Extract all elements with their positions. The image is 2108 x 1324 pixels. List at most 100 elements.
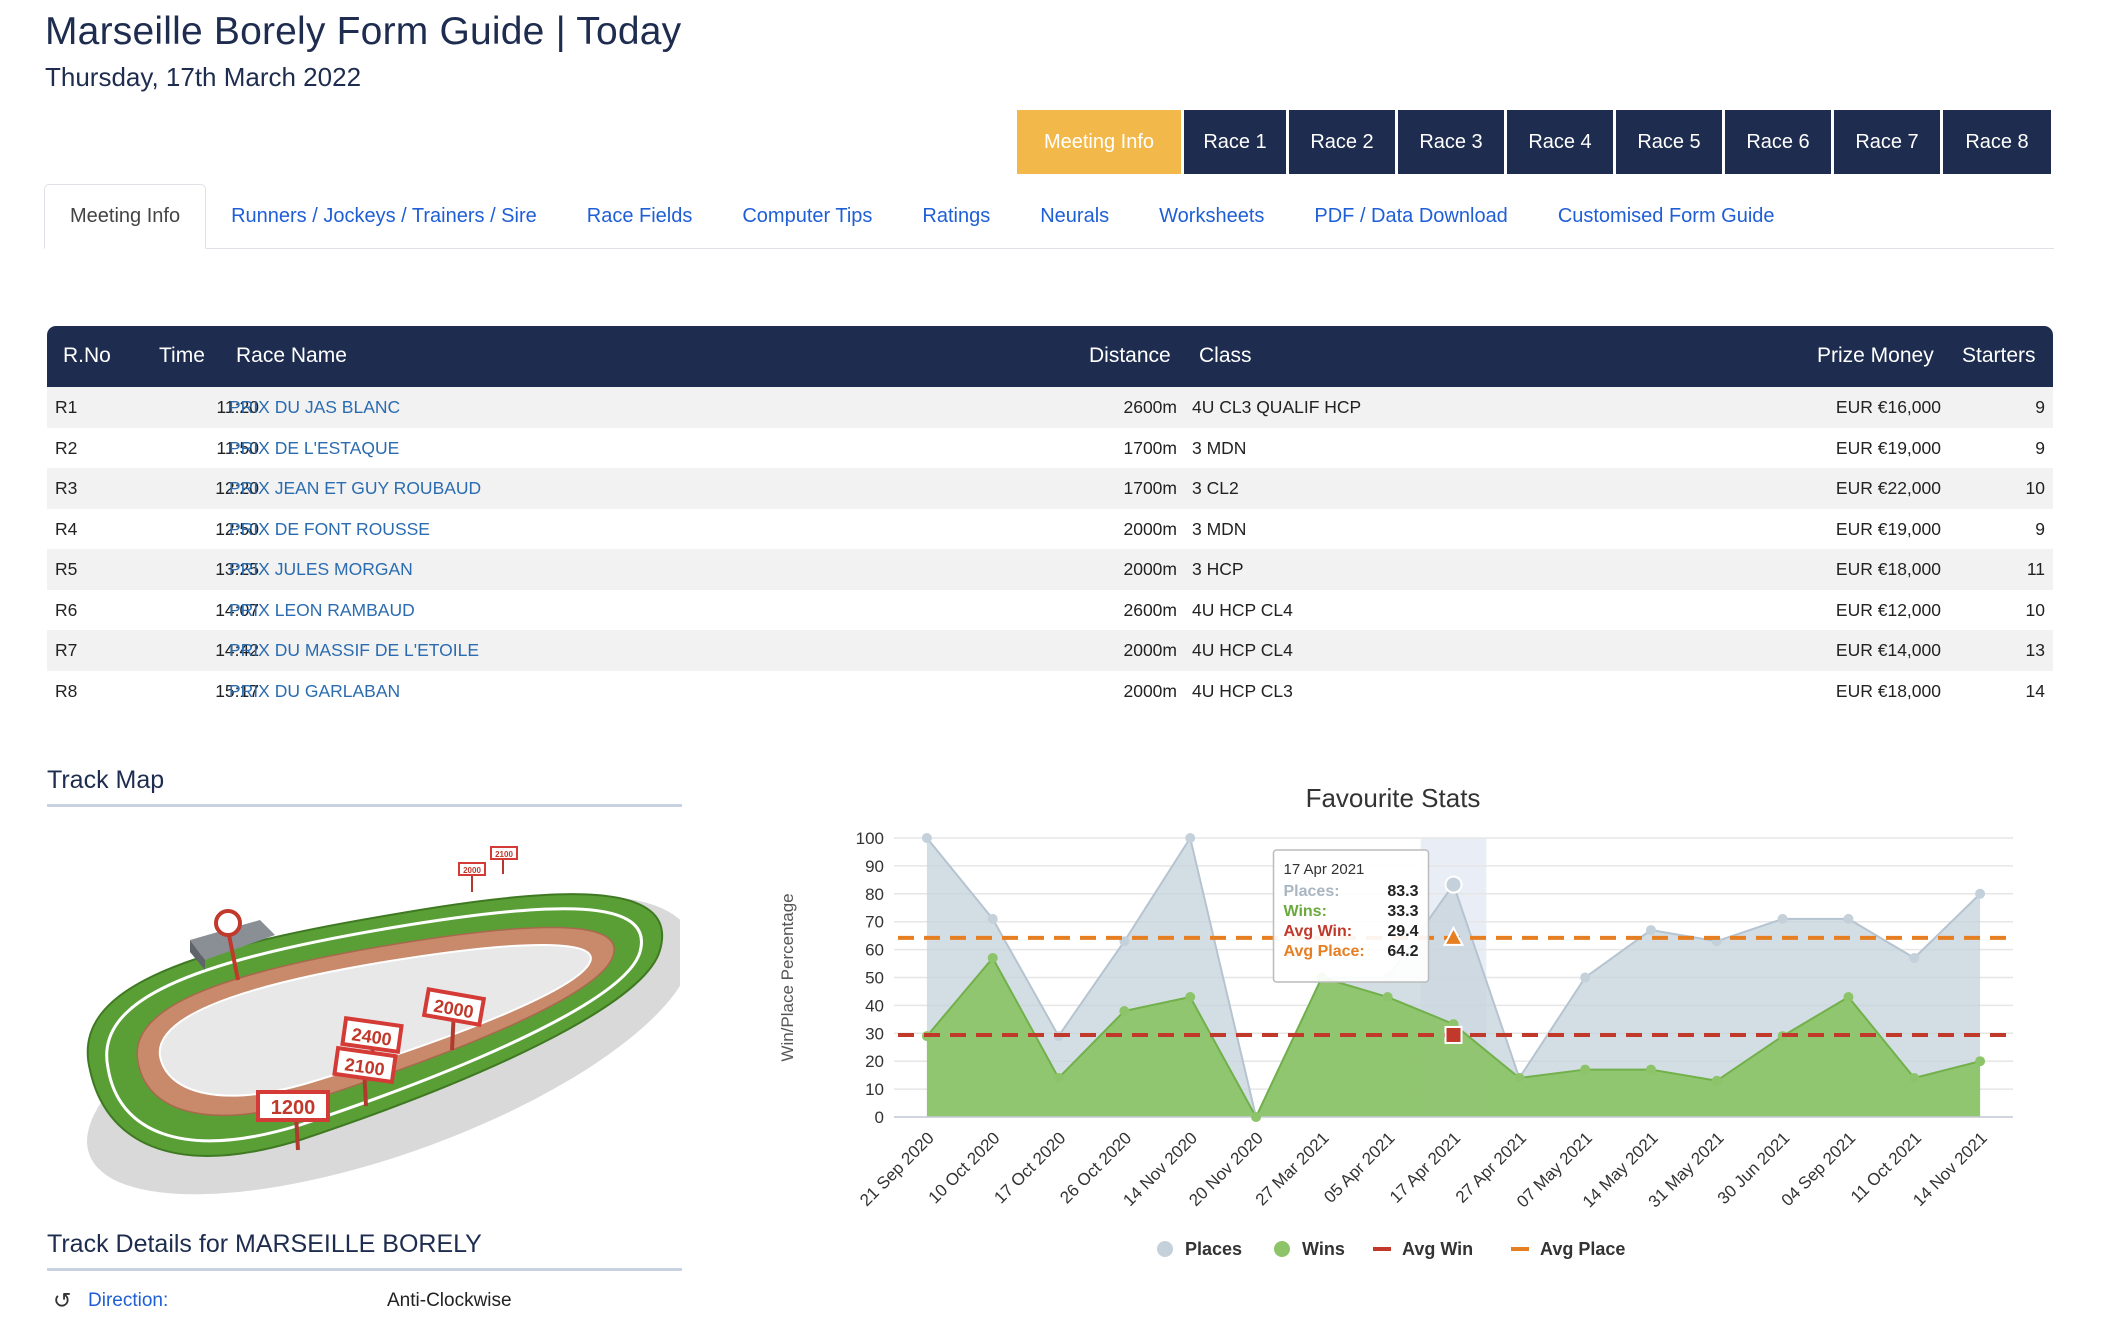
- race-tab-2[interactable]: Race 2: [1289, 110, 1395, 174]
- places-point: [1580, 972, 1591, 983]
- y-tick-label: 40: [865, 996, 884, 1015]
- chart-title: Favourite Stats: [1306, 783, 1481, 813]
- col-header-rno[interactable]: R.No: [63, 344, 111, 367]
- tab-race-fields[interactable]: Race Fields: [586, 204, 693, 227]
- sign-2000-far: 2000: [458, 862, 486, 892]
- wins-point: [1382, 992, 1393, 1003]
- cell-rno: R5: [55, 559, 78, 579]
- tab-pdf-data-download[interactable]: PDF / Data Download: [1314, 204, 1508, 227]
- cell-race-name[interactable]: PRIX JULES MORGAN: [229, 559, 413, 579]
- table-row: R1 11:20 PRIX DU JAS BLANC 2600m 4U CL3 QUAL…: [47, 387, 2053, 428]
- wins-point: [1975, 1056, 1986, 1067]
- legend-wins-label[interactable]: Wins: [1302, 1239, 1345, 1259]
- race-tab-6[interactable]: Race 6: [1725, 110, 1831, 174]
- y-tick-label: 0: [875, 1108, 884, 1127]
- tooltip-places-label: Places:: [1284, 883, 1340, 900]
- tab-computer-tips[interactable]: Computer Tips: [742, 204, 873, 227]
- col-header-race-name[interactable]: Race Name: [236, 344, 347, 367]
- track-details-divider: [47, 1268, 682, 1271]
- cell-time: 12:50: [215, 518, 259, 539]
- svg-text:2100: 2100: [495, 850, 513, 859]
- cell-time: 13:25: [215, 559, 259, 579]
- avg-win-marker: [1444, 1025, 1463, 1044]
- col-header-distance[interactable]: Distance: [1089, 344, 1171, 367]
- direction-label: Direction:: [88, 1290, 169, 1311]
- cell-time: 15:17: [215, 680, 259, 701]
- cell-starters: 14: [2025, 680, 2045, 701]
- cell-race-name[interactable]: PRIX JEAN ET GUY ROUBAUD: [229, 478, 482, 498]
- tooltip-avg-win-value: 29.4: [1387, 923, 1418, 940]
- cell-starters: 11: [2026, 559, 2045, 579]
- tab-worksheets[interactable]: Worksheets: [1159, 204, 1265, 227]
- cell-prize-money: EUR €12,000: [1835, 599, 1941, 620]
- col-header-time[interactable]: Time: [159, 344, 205, 367]
- cell-prize-money: EUR €19,000: [1835, 518, 1941, 539]
- avg-place-marker: [1442, 925, 1465, 946]
- legend-places-label[interactable]: Places: [1185, 1239, 1242, 1259]
- tooltip-wins-value: 33.3: [1387, 903, 1418, 920]
- wins-point: [1580, 1064, 1591, 1075]
- sign-1200: 1200: [256, 1090, 330, 1151]
- tooltip-wins-label: Wins:: [1284, 903, 1327, 920]
- track-map-image: 1200 2400 2100 2000 2000 2100: [86, 846, 680, 1195]
- table-row: R7 14:42 PRIX DU MASSIF DE L'ETOILE 2000m 4U…: [47, 630, 2053, 671]
- legend-avg-win-label[interactable]: Avg Win: [1402, 1239, 1473, 1259]
- wins-point: [1711, 1075, 1722, 1086]
- cell-distance: 2000m: [1123, 518, 1177, 539]
- legend-wins-marker: [1274, 1241, 1290, 1257]
- table-row: R5 13:25 PRIX JULES MORGAN 2000m 3 HCP EUR €1…: [47, 549, 2053, 590]
- race-tab-8[interactable]: Race 8: [1943, 110, 2051, 174]
- cell-class: 4U HCP CL4: [1192, 599, 1293, 620]
- track-map-divider: [47, 804, 682, 807]
- table-row: R4 12:50 PRIX DE FONT ROUSSE 2000m 3 MDN EUR …: [47, 509, 2053, 550]
- places-point: [987, 913, 998, 924]
- cell-distance: 1700m: [1123, 437, 1177, 458]
- legend-avg-place-label[interactable]: Avg Place: [1540, 1239, 1625, 1259]
- cell-prize-money: EUR €19,000: [1835, 437, 1941, 458]
- wins-point: [1053, 1072, 1064, 1083]
- cell-rno: R2: [55, 437, 78, 458]
- wins-point: [1185, 992, 1196, 1003]
- table-row: R6 14:07 PRIX LEON RAMBAUD 2600m 4U HCP CL4 E…: [47, 590, 2053, 631]
- cell-race-name[interactable]: PRIX DU JAS BLANC: [229, 397, 401, 417]
- cell-race-name[interactable]: PRIX DE L'ESTAQUE: [229, 437, 400, 458]
- col-header-prize-money[interactable]: Prize Money: [1817, 344, 1934, 367]
- cell-race-name[interactable]: PRIX DU MASSIF DE L'ETOILE: [229, 640, 480, 660]
- page-title: Marseille Borely Form Guide | Today: [45, 10, 682, 53]
- race-tab-1[interactable]: Race 1: [1184, 110, 1286, 174]
- tab-runners-jockeys-trainers-sire[interactable]: Runners / Jockeys / Trainers / Sire: [231, 204, 537, 227]
- y-tick-label: 10: [865, 1080, 884, 1099]
- wins-point: [987, 952, 998, 963]
- race-tab-meeting-info[interactable]: Meeting Info: [1017, 110, 1181, 174]
- cell-prize-money: EUR €18,000: [1835, 559, 1941, 579]
- cell-time: 14:07: [215, 599, 259, 620]
- y-tick-label: 90: [865, 857, 884, 876]
- race-tab-5[interactable]: Race 5: [1616, 110, 1722, 174]
- y-tick-label: 70: [865, 913, 884, 932]
- wins-point: [1909, 1072, 1920, 1083]
- track-map-heading: Track Map: [47, 766, 165, 794]
- places-point: [921, 833, 932, 843]
- col-header-starters[interactable]: Starters: [1962, 344, 2036, 367]
- tab-neurals[interactable]: Neurals: [1040, 204, 1110, 227]
- tooltip-places-value: 83.3: [1387, 883, 1418, 900]
- cell-time: 11:50: [216, 437, 260, 458]
- cell-time: 14:42: [215, 640, 259, 660]
- race-tab-4[interactable]: Race 4: [1507, 110, 1613, 174]
- cell-race-name[interactable]: PRIX LEON RAMBAUD: [229, 599, 415, 620]
- places-point: [1444, 875, 1463, 894]
- cell-starters: 9: [2035, 437, 2045, 458]
- cell-distance: 2000m: [1123, 680, 1177, 701]
- col-header-class[interactable]: Class: [1199, 344, 1252, 367]
- tab-meeting-info[interactable]: Meeting Info: [44, 184, 207, 249]
- y-tick-label: 50: [865, 969, 884, 988]
- race-tab-3[interactable]: Race 3: [1398, 110, 1504, 174]
- cell-race-name[interactable]: PRIX DU GARLABAN: [229, 680, 401, 701]
- sign-2400: 2400: [340, 1015, 404, 1081]
- tab-customised-form-guide[interactable]: Customised Form Guide: [1557, 204, 1775, 227]
- tab-ratings[interactable]: Ratings: [922, 204, 991, 227]
- race-tab-7[interactable]: Race 7: [1834, 110, 1940, 174]
- cell-race-name[interactable]: PRIX DE FONT ROUSSE: [229, 518, 430, 539]
- wins-point: [1514, 1072, 1525, 1083]
- cell-class: 4U HCP CL3: [1192, 680, 1293, 701]
